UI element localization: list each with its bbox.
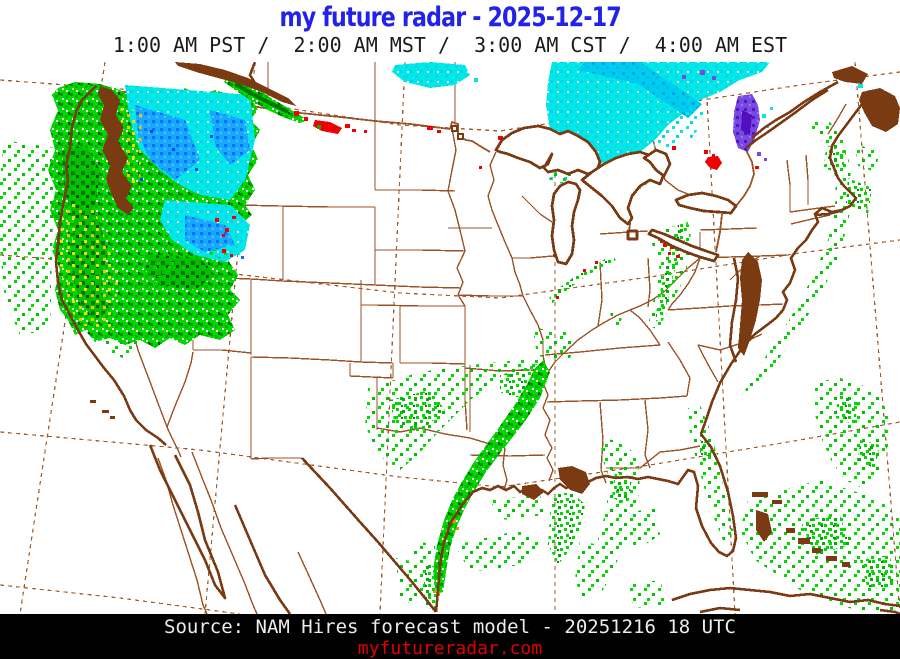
footer-bar: Source: NAM Hires forecast model - 20251… bbox=[0, 614, 900, 659]
page-title: my future radar - 2025-12-17 bbox=[279, 2, 621, 33]
great-lakes bbox=[451, 124, 738, 266]
coastlines bbox=[54, 62, 900, 614]
timezone-times: 1:00 AM PST / 2:00 AM MST / 3:00 AM CST … bbox=[112, 33, 788, 57]
source-model-text: Source: NAM Hires forecast model - 20251… bbox=[164, 616, 736, 638]
site-url-text: myfutureradar.com bbox=[357, 638, 543, 659]
